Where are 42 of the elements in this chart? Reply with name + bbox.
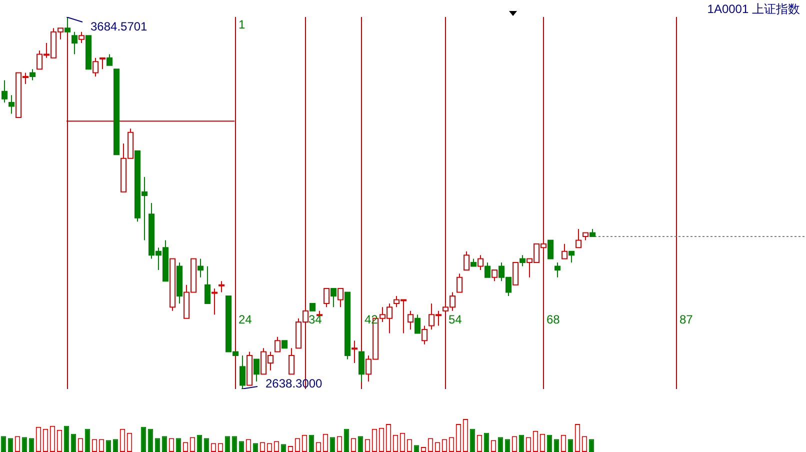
- chart-title: 1A0001 上证指数: [707, 1, 800, 18]
- bar: [84, 428, 90, 452]
- bar: [204, 438, 210, 452]
- annotation: 1: [238, 17, 246, 32]
- bar: [8, 438, 14, 452]
- bar: [344, 428, 350, 452]
- bar: [140, 426, 146, 452]
- bar: [252, 443, 258, 452]
- bar: [232, 436, 238, 452]
- bar: [238, 441, 244, 452]
- bar: [112, 439, 118, 452]
- bar: [64, 426, 70, 452]
- bar: [484, 432, 490, 452]
- bar: [70, 434, 76, 452]
- bar: [358, 436, 364, 452]
- annotation: 87: [680, 312, 694, 326]
- bar: [330, 437, 336, 452]
- bar: [504, 439, 510, 452]
- bar: [148, 428, 154, 452]
- bar: [0, 436, 6, 452]
- bar: [22, 437, 28, 452]
- bar: [162, 436, 168, 452]
- bar: [518, 434, 524, 452]
- annotation: 34: [308, 312, 322, 326]
- bar: [308, 434, 314, 452]
- bar: [546, 434, 552, 452]
- annotation: 68: [546, 312, 560, 326]
- bar: [28, 438, 34, 452]
- bar: [196, 434, 202, 452]
- annotation: 54: [448, 312, 462, 326]
- annotation: 3684.5701: [90, 19, 148, 34]
- bar: [568, 439, 574, 452]
- bar: [224, 436, 230, 452]
- bar: [106, 440, 112, 452]
- bar: [176, 438, 182, 452]
- bar: [154, 438, 160, 452]
- bar: [588, 439, 594, 452]
- bar: [554, 439, 560, 452]
- bar: [470, 428, 476, 452]
- annotation: 24: [238, 312, 252, 326]
- bar: [498, 437, 504, 452]
- annotation: 42: [364, 312, 378, 326]
